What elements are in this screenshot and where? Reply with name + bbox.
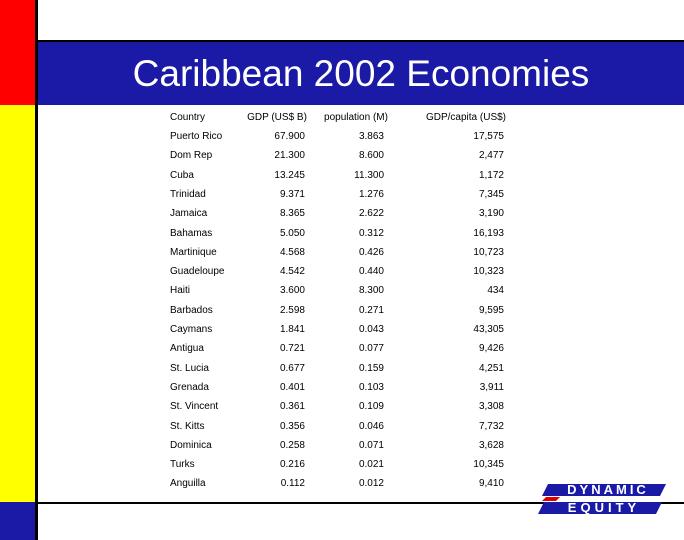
value-cell: 3,190 — [478, 208, 504, 220]
value-cell: 5.050 — [279, 227, 305, 239]
logo-text: EQUITY — [568, 500, 640, 515]
country-cell: Turks — [170, 459, 195, 471]
logo: DYNAMIC EQUITY — [538, 482, 666, 515]
value-cell: 0.046 — [358, 420, 384, 432]
red-block — [0, 0, 35, 105]
value-cell: 7,732 — [478, 420, 504, 432]
value-cell: 10,323 — [473, 266, 504, 278]
value-cell: 10,345 — [473, 459, 504, 471]
value-cell: 3,911 — [479, 381, 504, 393]
value-cell: 434 — [487, 285, 504, 297]
country-cell: Cuba — [170, 169, 194, 181]
value-cell: 0.109 — [358, 401, 384, 413]
country-cell: St. Lucia — [170, 362, 209, 374]
value-cell: 0.103 — [358, 381, 384, 393]
value-cell: 7,345 — [478, 188, 504, 200]
value-cell: 0.159 — [358, 362, 384, 374]
value-cell: 0.071 — [358, 439, 384, 451]
country-cell: Dom Rep — [170, 150, 213, 162]
country-cell: Bahamas — [170, 227, 213, 239]
slide-title: Caribbean 2002 Economies — [38, 42, 684, 105]
value-cell: 67.900 — [274, 131, 305, 142]
column-header: GDP (US$ B) — [247, 112, 307, 123]
country-cell: Jamaica — [170, 208, 208, 220]
value-cell: 21.300 — [274, 150, 305, 162]
value-cell: 4.568 — [279, 246, 305, 258]
value-cell: 0.077 — [358, 343, 384, 355]
value-cell: 13.245 — [274, 169, 305, 181]
logo-text: DYNAMIC — [567, 482, 649, 497]
country-cell: Anguilla — [170, 478, 206, 490]
country-cell: Antigua — [170, 343, 204, 355]
value-cell: 43,305 — [473, 324, 504, 335]
country-cell: Haiti — [170, 285, 191, 297]
country-cell: St. Kitts — [170, 420, 205, 432]
country-cell: Barbados — [170, 304, 213, 316]
value-cell: 8.365 — [279, 208, 305, 220]
blue-block — [0, 502, 35, 540]
value-cell: 3.863 — [358, 131, 384, 142]
value-cell: 16,193 — [473, 227, 504, 239]
value-cell: 0.356 — [279, 420, 305, 432]
value-cell: 8.300 — [358, 285, 384, 297]
value-cell: 1.841 — [279, 324, 305, 335]
yellow-block — [0, 105, 35, 502]
value-cell: 1,172 — [478, 169, 504, 181]
country-cell: Puerto Rico — [170, 131, 223, 142]
value-cell: 3,308 — [478, 401, 504, 413]
country-cell: Martinique — [170, 246, 217, 258]
value-cell: 4.542 — [279, 266, 305, 278]
divider-top — [35, 40, 684, 42]
country-cell: Guadeloupe — [170, 266, 225, 278]
value-cell: 0.271 — [358, 304, 384, 316]
value-cell: 2.598 — [279, 304, 305, 316]
value-cell: 9,410 — [478, 478, 504, 490]
value-cell: 3,628 — [478, 439, 504, 451]
value-cell: 0.677 — [279, 362, 305, 374]
column-header: GDP/capita (US$) — [425, 112, 507, 123]
country-cell: Grenada — [170, 381, 209, 393]
value-cell: 11.300 — [354, 169, 384, 181]
value-cell: 10,723 — [473, 246, 504, 258]
value-cell: 0.012 — [358, 478, 384, 490]
value-cell: 2.622 — [358, 208, 384, 220]
value-cell: 9.371 — [279, 188, 305, 200]
value-cell: 9,595 — [478, 304, 504, 316]
value-cell: 0.401 — [279, 381, 305, 393]
value-cell: 0.112 — [280, 478, 305, 490]
value-cell: 0.021 — [358, 459, 384, 471]
value-cell: 3.600 — [279, 285, 305, 297]
column-header: population (M) — [324, 112, 388, 123]
value-cell: 0.043 — [358, 324, 384, 335]
value-cell: 0.312 — [358, 227, 384, 239]
value-cell: 0.426 — [358, 246, 384, 258]
value-cell: 8.600 — [358, 150, 384, 162]
country-cell: Trinidad — [170, 188, 206, 200]
value-cell: 4,251 — [478, 362, 504, 374]
value-cell: 0.440 — [358, 266, 384, 278]
divider-vertical — [35, 0, 38, 540]
column-header: Country — [170, 112, 206, 123]
value-cell: 0.216 — [279, 459, 305, 471]
country-cell: St. Vincent — [170, 401, 219, 413]
country-cell: Caymans — [170, 324, 213, 335]
value-cell: 0.361 — [279, 401, 305, 413]
divider-bottom — [35, 502, 684, 504]
value-cell: 0.721 — [279, 343, 305, 355]
logo-band — [542, 484, 666, 496]
value-cell: 1.276 — [358, 188, 384, 200]
value-cell: 9,426 — [478, 343, 504, 355]
logo-accent — [542, 497, 560, 501]
logo-band — [538, 502, 662, 514]
value-cell: 17,575 — [473, 131, 504, 142]
value-cell: 0.258 — [279, 439, 305, 451]
country-cell: Dominica — [170, 439, 212, 451]
value-cell: 2,477 — [478, 150, 504, 162]
